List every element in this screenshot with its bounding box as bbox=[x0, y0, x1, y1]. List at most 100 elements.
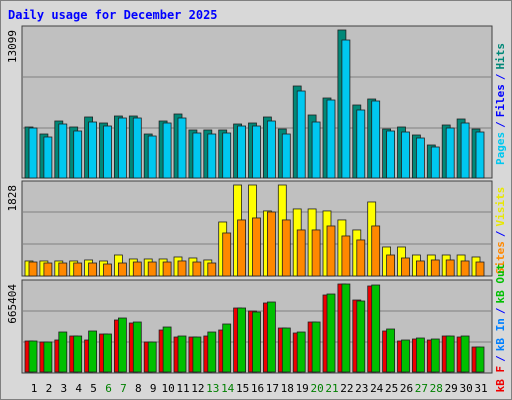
bar bbox=[460, 260, 470, 277]
bar bbox=[118, 317, 127, 373]
legend-label: / bbox=[494, 230, 507, 237]
bar bbox=[430, 259, 440, 277]
bar bbox=[118, 262, 127, 277]
bar bbox=[132, 117, 142, 179]
y-tick-label: 13099 bbox=[6, 30, 19, 63]
bar bbox=[445, 127, 455, 179]
bar bbox=[192, 261, 202, 277]
bar bbox=[430, 338, 440, 373]
bar bbox=[311, 229, 321, 277]
x-tick-label: 17 bbox=[266, 382, 279, 395]
bar bbox=[177, 117, 187, 179]
bar bbox=[475, 131, 485, 179]
bar bbox=[415, 260, 425, 277]
bar bbox=[147, 261, 157, 277]
legend-label: / bbox=[494, 307, 507, 314]
bar bbox=[132, 321, 142, 373]
bar bbox=[222, 232, 232, 277]
bar bbox=[252, 125, 261, 179]
y-tick-label: 1828 bbox=[6, 185, 19, 212]
bar bbox=[341, 39, 351, 179]
bar bbox=[386, 130, 396, 179]
x-tick-label: 22 bbox=[340, 382, 353, 395]
chart-title: Daily usage for December 2025 bbox=[8, 8, 218, 22]
bar bbox=[28, 261, 38, 277]
bar bbox=[162, 326, 172, 373]
bar bbox=[401, 131, 410, 179]
x-tick-label: 4 bbox=[75, 382, 82, 395]
x-tick-label: 30 bbox=[459, 382, 472, 395]
bar bbox=[460, 335, 470, 373]
bar bbox=[222, 323, 232, 373]
bar bbox=[341, 283, 351, 373]
bar bbox=[266, 301, 276, 373]
legend-label: Sites bbox=[494, 241, 507, 274]
x-tick-label: 11 bbox=[176, 382, 189, 395]
legend-label: Visits bbox=[494, 187, 507, 227]
x-tick-label: 6 bbox=[105, 382, 112, 395]
bar bbox=[415, 137, 425, 179]
x-tick-label: 8 bbox=[135, 382, 142, 395]
bar bbox=[341, 235, 351, 277]
legend-label: Files bbox=[494, 84, 507, 117]
x-tick-label: 1 bbox=[31, 382, 38, 395]
bar bbox=[356, 239, 366, 277]
bar bbox=[311, 321, 321, 373]
x-tick-label: 31 bbox=[474, 382, 487, 395]
bar bbox=[88, 121, 97, 179]
x-tick-label: 16 bbox=[251, 382, 264, 395]
bar bbox=[415, 337, 425, 373]
bar bbox=[28, 127, 38, 179]
bar bbox=[192, 336, 202, 373]
bar bbox=[326, 293, 336, 373]
x-tick-label: 10 bbox=[161, 382, 174, 395]
legend-label: / bbox=[494, 355, 507, 362]
x-tick-label: 7 bbox=[120, 382, 127, 395]
legend: Pages / Files / Hits bbox=[494, 43, 507, 165]
bar bbox=[326, 225, 336, 277]
legend: Sites / Visits bbox=[494, 187, 507, 275]
bar bbox=[73, 130, 83, 179]
bar bbox=[147, 135, 157, 179]
bar bbox=[177, 335, 187, 373]
y-tick-label: 665404 bbox=[6, 284, 19, 324]
bar bbox=[192, 132, 202, 179]
bar bbox=[401, 257, 410, 277]
x-tick-label: 12 bbox=[191, 382, 204, 395]
legend-label: / bbox=[494, 121, 507, 128]
x-tick-label: 13 bbox=[206, 382, 219, 395]
bar bbox=[386, 254, 396, 277]
bar bbox=[58, 331, 68, 373]
x-tick-label: 25 bbox=[385, 382, 398, 395]
x-tick-label: 9 bbox=[150, 382, 157, 395]
bar bbox=[266, 211, 276, 277]
bar bbox=[43, 341, 53, 373]
bar bbox=[162, 261, 172, 277]
bar bbox=[311, 121, 321, 179]
x-tick-label: 15 bbox=[236, 382, 249, 395]
bar bbox=[73, 335, 83, 373]
x-tick-label: 14 bbox=[221, 382, 235, 395]
bar bbox=[162, 122, 172, 179]
bar bbox=[207, 262, 217, 277]
bar bbox=[371, 284, 381, 373]
bar bbox=[445, 335, 455, 373]
bar bbox=[281, 219, 291, 277]
bar bbox=[28, 340, 38, 373]
bar bbox=[371, 225, 381, 277]
bar bbox=[371, 100, 381, 179]
x-tick-label: 3 bbox=[60, 382, 67, 395]
legend-label: / bbox=[494, 73, 507, 80]
bar bbox=[296, 229, 306, 277]
bar bbox=[103, 263, 112, 277]
x-tick-label: 29 bbox=[445, 382, 458, 395]
bar bbox=[445, 259, 455, 277]
x-tick-label: 5 bbox=[90, 382, 97, 395]
bar bbox=[132, 261, 142, 277]
bar bbox=[147, 341, 157, 373]
legend-label: kB F bbox=[494, 366, 507, 393]
bar bbox=[88, 262, 97, 277]
bar bbox=[296, 331, 306, 373]
bar bbox=[43, 262, 53, 277]
